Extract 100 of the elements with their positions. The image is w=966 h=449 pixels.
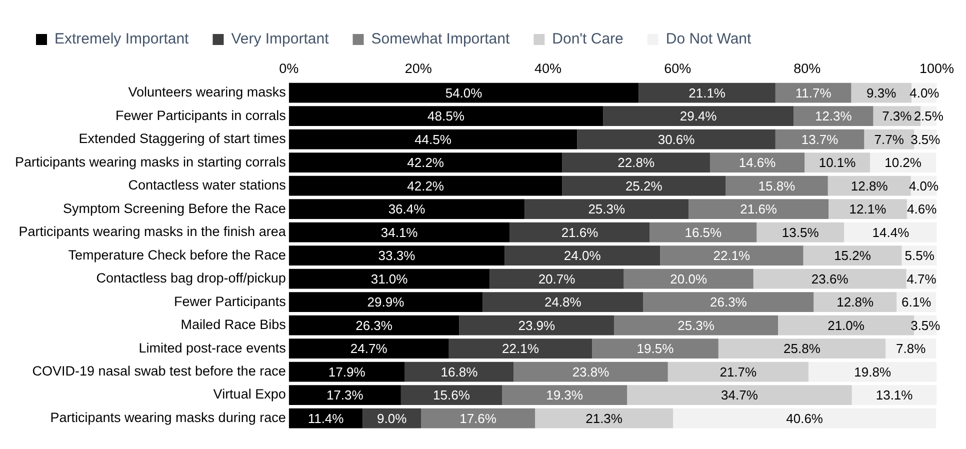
data-label: 10.2% (884, 155, 922, 170)
y-tick-label: Volunteers wearing masks (128, 84, 286, 100)
data-label: 25.2% (625, 178, 663, 194)
bar (603, 106, 794, 126)
data-label: 21.7% (720, 364, 758, 380)
data-label: 4.0% (908, 178, 940, 194)
data-label: 23.6% (811, 271, 849, 286)
data-label: 12.8% (850, 178, 888, 194)
data-label: 24.0% (564, 248, 602, 264)
bar (288, 292, 483, 312)
bar (288, 176, 562, 196)
y-tick-label: Participants wearing masks in the finish area (18, 224, 286, 240)
bar (673, 408, 936, 428)
data-label: 7.3% (882, 108, 912, 124)
data-label: 9.3% (866, 85, 897, 100)
y-tick-label: Fewer Participants (174, 294, 286, 309)
data-label: 21.3% (586, 410, 623, 426)
x-tick-label: 80% (794, 60, 821, 76)
bar (852, 385, 937, 405)
bar (726, 176, 828, 196)
legend-label: Extremely Important (54, 30, 190, 48)
data-label: 54.0% (445, 85, 483, 100)
y-tick-label: Temperature Check before the Race (68, 247, 286, 262)
data-label: 16.8% (440, 364, 478, 380)
data-label: 4.7% (906, 271, 937, 286)
data-label: 25.3% (678, 318, 715, 333)
bar (288, 82, 639, 103)
y-tick-label: Participants wearing masks during race (50, 410, 286, 425)
x-tick-label: 0% (279, 60, 299, 76)
bar (400, 385, 502, 405)
data-label: 40.6% (786, 410, 824, 426)
bar (562, 176, 726, 196)
legend-label: Do Not Want (666, 30, 752, 48)
data-label: 33.3% (378, 248, 416, 264)
data-label: 6.1% (902, 294, 932, 310)
x-tick-label: 60% (664, 60, 692, 76)
data-label: 20.7% (538, 271, 576, 286)
x-tick-label: 40% (534, 60, 562, 76)
bar (288, 152, 562, 172)
legend-label: Very Important (231, 30, 330, 48)
data-label: 48.5% (428, 108, 465, 124)
data-label: 16.5% (684, 224, 722, 240)
data-label: 19.8% (854, 364, 892, 380)
bar (710, 152, 805, 172)
bar (288, 268, 490, 289)
data-label: 10.1% (818, 155, 856, 170)
bar (482, 292, 644, 312)
y-tick-label: Limited post-race events (138, 340, 286, 356)
data-label: 23.9% (518, 318, 556, 333)
data-label: 11.7% (795, 85, 832, 100)
bar (814, 292, 897, 312)
bar (535, 408, 674, 428)
data-label: 24.8% (544, 294, 582, 310)
data-label: 19.5% (636, 341, 674, 356)
y-tick-label: Contactless bag drop-off/pickup (96, 270, 286, 286)
data-label: 42.2% (407, 178, 444, 194)
data-label: 2.5% (914, 108, 944, 124)
data-label: 34.7% (721, 388, 758, 403)
bar (614, 315, 778, 336)
data-label: 36.4% (388, 202, 426, 217)
y-tick-label: Extended Staggering of start times (78, 131, 286, 146)
bar (421, 408, 536, 428)
bar (753, 268, 906, 289)
data-label: 3.5% (910, 318, 941, 333)
bar (562, 152, 710, 172)
y-tick-label: Virtual Expo (213, 386, 286, 402)
data-label: 12.8% (836, 294, 874, 310)
bar (404, 362, 514, 382)
bar (627, 385, 852, 405)
bar (502, 385, 628, 405)
bar (775, 129, 864, 150)
data-label: 11.4% (308, 410, 344, 426)
bar (638, 82, 776, 103)
data-label: 12.1% (849, 202, 887, 217)
y-tick-label: Participants wearing masks in starting corrals (14, 154, 286, 170)
data-label: 20.0% (670, 271, 708, 286)
data-label: 24.7% (350, 341, 388, 356)
data-label: 31.0% (370, 271, 408, 286)
data-label: 22.1% (713, 248, 751, 264)
bar (459, 315, 614, 336)
data-label: 13.7% (801, 132, 839, 147)
data-label: 17.3% (326, 388, 364, 403)
data-label: 25.3% (588, 202, 626, 217)
data-label: 21.6% (740, 202, 778, 217)
data-label: 25.8% (784, 341, 821, 356)
bar (514, 362, 668, 382)
data-label: 42.2% (407, 155, 444, 170)
bar (643, 292, 814, 312)
data-label: 19.3% (546, 388, 584, 403)
data-label: 30.6% (658, 132, 696, 147)
data-label: 12.3% (814, 108, 852, 124)
data-label: 15.6% (433, 388, 470, 403)
bar (510, 222, 650, 242)
y-tick-label: Mailed Race Bibs (180, 317, 286, 332)
bar (803, 246, 902, 266)
data-label: 3.5% (910, 132, 941, 147)
bar (504, 246, 660, 266)
data-label: 34.1% (380, 224, 418, 240)
data-label: 4.6% (907, 202, 938, 217)
y-tick-label: Contactless water stations (128, 178, 286, 193)
